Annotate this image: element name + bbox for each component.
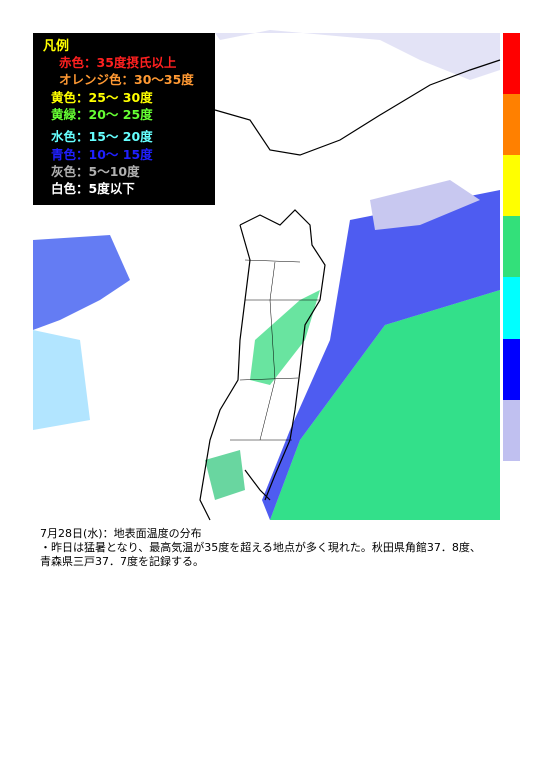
legend-item: 水色：15～ 20度	[51, 129, 153, 145]
cool-band	[262, 190, 500, 520]
west-sea-patch	[33, 235, 130, 330]
land-warm	[205, 450, 245, 500]
north-patch	[215, 30, 500, 80]
caption-line: ・昨日は猛暑となり、最高気温が35度を超える地点が多く現れた。秋田県角館37．8…	[40, 541, 481, 554]
legend-item: 灰色：5～10度	[51, 163, 140, 179]
color-bar-segment	[503, 339, 520, 400]
legend-item: 青色：10～ 15度	[51, 146, 153, 162]
color-bar-segment	[503, 33, 520, 94]
legend-item: 黄色：25～ 30度	[51, 89, 153, 105]
land-warm	[250, 290, 320, 385]
color-bar-segment	[503, 216, 520, 277]
coastlines	[199, 59, 501, 521]
color-bar	[503, 33, 520, 461]
legend-item: 黄緑：20～ 25度	[51, 106, 153, 122]
color-bar-segment	[503, 277, 520, 339]
caption-line: 7月28日(水)：地表面温度の分布	[40, 527, 202, 540]
color-bar-segment	[503, 400, 520, 461]
legend-item: オレンジ色：30～35度	[59, 72, 194, 88]
legend: 凡例 赤色：35度摂氏以上オレンジ色：30～35度 黄色：25～ 30度 黄緑：20…	[33, 33, 215, 205]
cool-patch	[370, 180, 480, 230]
warm-sea	[270, 290, 500, 520]
caption: 7月28日(水)：地表面温度の分布 ・昨日は猛暑となり、最高気温が35度を超える地…	[40, 527, 481, 569]
temperature-map	[33, 30, 520, 521]
color-bar-segment	[503, 155, 520, 216]
prefecture-borders	[230, 259, 320, 441]
legend-item: 白色：5度以下	[51, 181, 135, 197]
color-bar-segment	[503, 94, 520, 155]
legend-title: 凡例	[43, 39, 70, 54]
west-sea-patch	[33, 330, 90, 430]
caption-line: 青森県三戸37．7度を記録する。	[40, 555, 204, 568]
legend-item: 赤色：35度摂氏以上	[59, 55, 177, 70]
